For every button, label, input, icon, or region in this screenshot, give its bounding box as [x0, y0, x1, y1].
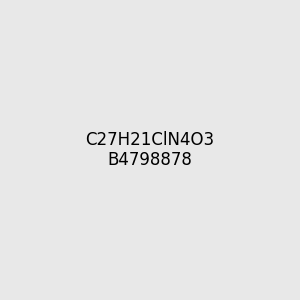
Text: C27H21ClN4O3
B4798878: C27H21ClN4O3 B4798878 — [85, 130, 214, 170]
